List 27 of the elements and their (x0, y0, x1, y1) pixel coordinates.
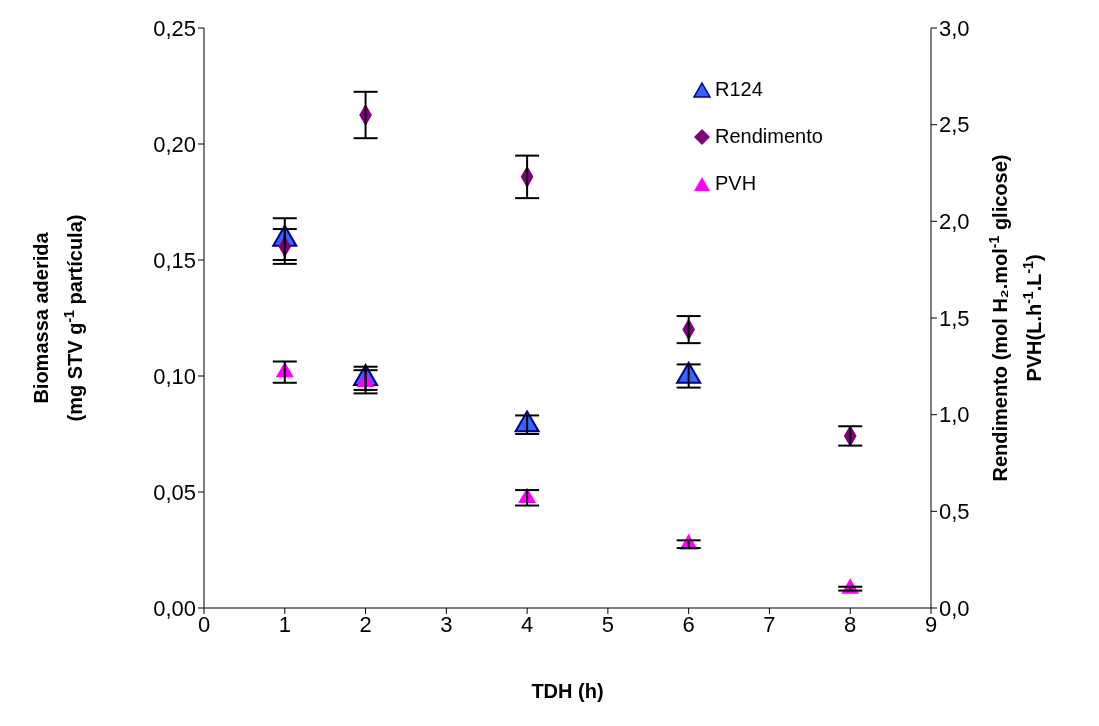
y2-tick-label: 1,5 (939, 305, 970, 331)
legend-label: PVH (715, 171, 757, 196)
x-tick-label: 3 (440, 611, 453, 637)
y-tick-label: 0,25 (153, 15, 196, 41)
legend-label: Rendimento (715, 124, 823, 149)
x-axis-title: TDH (h) (531, 680, 604, 702)
y-tick-label: 0,15 (153, 247, 196, 273)
x-tick-label: 6 (682, 611, 695, 637)
y-tick-label: 0,00 (153, 595, 196, 621)
x-tick-label: 9 (924, 611, 938, 637)
y2-tick-label: 2,0 (939, 209, 970, 235)
x-tick-label: 5 (601, 611, 615, 637)
y2-tick-label: 0,5 (939, 499, 970, 525)
y-tick-label: 0,10 (153, 363, 196, 389)
x-tick-label: 4 (520, 611, 534, 637)
x-tick-label: 8 (844, 611, 857, 637)
y2-tick-label: 3,0 (939, 15, 970, 41)
y-tick-label: 0,20 (153, 131, 196, 157)
legend-label: R124 (715, 77, 763, 102)
y2-tick-label: 1,0 (939, 402, 970, 428)
x-tick-label: 2 (359, 611, 372, 637)
x-tick-label: 1 (278, 611, 291, 637)
y2-tick-label: 0,0 (939, 595, 970, 621)
y-tick-label: 0,05 (153, 479, 196, 505)
y2-tick-label: 2,5 (939, 112, 970, 138)
x-tick-label: 7 (763, 611, 776, 637)
x-tick-label: 0 (197, 611, 211, 637)
